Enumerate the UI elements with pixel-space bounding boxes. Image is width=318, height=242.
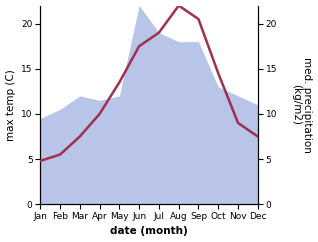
Y-axis label: med. precipitation
(kg/m2): med. precipitation (kg/m2) (291, 57, 313, 153)
Y-axis label: max temp (C): max temp (C) (5, 69, 16, 141)
X-axis label: date (month): date (month) (110, 227, 188, 236)
